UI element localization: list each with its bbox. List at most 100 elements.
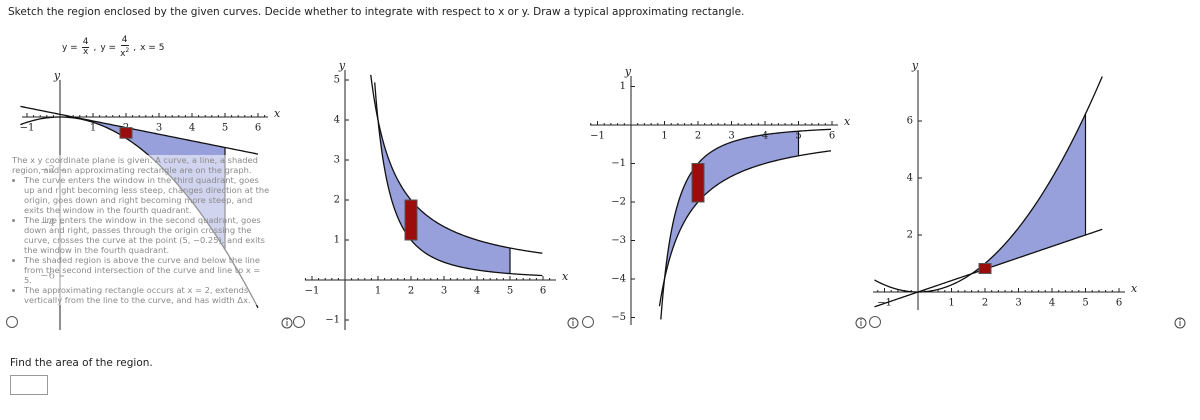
x-axis-label: x: [274, 107, 281, 120]
shaded-region: [378, 120, 510, 274]
x-axis-label: x: [562, 270, 569, 283]
denominator: x: [82, 47, 89, 57]
y-tick-label: 2: [907, 230, 913, 241]
x-tick-label: 5: [1082, 298, 1088, 309]
x-tick-label: 2: [695, 131, 701, 142]
y-tick-label: 3: [334, 155, 340, 166]
x-tick-label: 3: [441, 286, 447, 297]
radio-button[interactable]: [582, 316, 594, 328]
y-axis-label: y: [911, 59, 919, 72]
approx-rectangle: [404, 199, 418, 241]
curve: [658, 150, 832, 307]
x-tick-label: 3: [156, 123, 162, 134]
curve: [374, 82, 543, 277]
denominator: x2: [120, 46, 129, 59]
info-dot: [286, 318, 288, 321]
x-axis-label: x: [1131, 282, 1138, 295]
alt-text: The x y coordinate plane is given. A cur…: [12, 155, 270, 305]
numerator: 4: [120, 35, 129, 46]
x-axis-label: x: [844, 115, 851, 128]
curve: [20, 105, 259, 155]
y-tick-label: −2: [611, 197, 626, 208]
den-exp: 2: [125, 47, 130, 54]
alt-bullet: The approximating rectangle occurs at x …: [24, 285, 270, 305]
y-tick-label: 2: [334, 195, 340, 206]
eq-lhs: y =: [100, 42, 117, 53]
shaded-region: [971, 113, 1086, 274]
y-axis-label: y: [53, 69, 61, 82]
y-tick-label: −3: [611, 235, 626, 246]
y-tick-label: 5: [334, 75, 340, 86]
alt-bullet: The curve enters the window in the third…: [24, 175, 270, 215]
radio-button[interactable]: [293, 316, 305, 328]
radio-button[interactable]: [869, 316, 881, 328]
x-tick-label: 4: [1049, 298, 1055, 309]
curve: [370, 74, 543, 254]
x-tick-label: 1: [90, 123, 96, 134]
y-tick-label: 4: [907, 173, 913, 184]
x-tick-label: 2: [408, 286, 414, 297]
info-icon[interactable]: [855, 317, 867, 329]
x-tick-label: 6: [1116, 298, 1122, 309]
answer-input[interactable]: [10, 375, 48, 395]
x-tick-label: 5: [222, 123, 228, 134]
y-axis-label: y: [338, 59, 346, 72]
x-tick-label: −1: [590, 131, 605, 142]
radio-button[interactable]: [6, 316, 18, 328]
x-tick-label: 4: [189, 123, 195, 134]
x-tick-label: 4: [762, 131, 768, 142]
info-icon[interactable]: [281, 317, 293, 329]
x-tick-label: 3: [728, 131, 734, 142]
x-tick-label: 6: [255, 123, 261, 134]
x-tick-label: 4: [474, 286, 480, 297]
numerator: 4: [81, 37, 90, 48]
alt-intro: The x y coordinate plane is given. A cur…: [12, 155, 258, 175]
alt-bullets: The curve enters the window in the third…: [12, 175, 270, 305]
alt-bullet: The line enters the window in the second…: [24, 215, 270, 255]
graph: x y −1 1 2 3 4 5 6 5 4 3 2 1 −1: [305, 59, 569, 330]
x-tick-label: 6: [540, 286, 546, 297]
x-tick-label: 6: [829, 131, 835, 142]
approx-rectangle: [119, 127, 133, 139]
info-icon[interactable]: [567, 317, 579, 329]
y-tick-label: 6: [907, 116, 913, 127]
x-tick-label: 1: [948, 298, 954, 309]
equation: x = 5: [140, 42, 165, 53]
info-dot: [572, 318, 574, 321]
curve: [660, 128, 832, 320]
eq-lhs: y =: [62, 42, 78, 53]
x-tick-label: 3: [1015, 298, 1021, 309]
y-tick-label: −5: [611, 312, 626, 323]
info-dot: [860, 318, 862, 321]
info-dot: [1179, 318, 1181, 321]
curve: [874, 76, 1103, 293]
x-tick-label: 1: [661, 131, 667, 142]
separator: ,: [93, 42, 97, 53]
y-tick-label: 4: [334, 115, 340, 126]
y-axis-label: y: [624, 65, 632, 78]
info-icon[interactable]: [1174, 317, 1186, 329]
x-tick-label: −1: [305, 286, 320, 297]
fraction: 4 x2: [120, 36, 129, 59]
info-circle: [855, 317, 867, 329]
shaded-region: [664, 131, 799, 279]
y-tick-label: 1: [334, 235, 340, 246]
den-base: x: [120, 49, 126, 59]
y-tick-label: −4: [611, 274, 626, 285]
question: Find the area of the region.: [10, 357, 153, 369]
instruction: Sketch the region enclosed by the given …: [8, 6, 745, 18]
info-circle: [1174, 317, 1186, 329]
info-circle: [567, 317, 579, 329]
y-tick-label: −1: [611, 158, 626, 169]
shaded-region: [93, 120, 225, 250]
x-tick-label: 2: [982, 298, 988, 309]
info-circle: [281, 317, 293, 329]
approx-rectangle: [978, 263, 992, 274]
x-tick-label: 5: [507, 286, 513, 297]
alt-bullet: The shaded region is above the curve and…: [24, 255, 270, 285]
x-tick-label: 1: [375, 286, 381, 297]
